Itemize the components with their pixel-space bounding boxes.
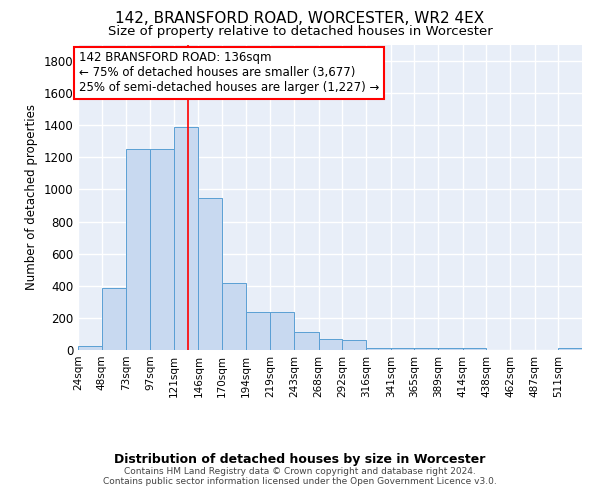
Text: 142 BRANSFORD ROAD: 136sqm
← 75% of detached houses are smaller (3,677)
25% of s: 142 BRANSFORD ROAD: 136sqm ← 75% of deta… xyxy=(79,52,379,94)
Bar xyxy=(101,288,127,350)
Bar xyxy=(415,348,438,350)
Bar xyxy=(294,332,319,350)
Y-axis label: Number of detached properties: Number of detached properties xyxy=(25,104,38,290)
Bar xyxy=(438,348,463,350)
Bar xyxy=(127,148,150,350)
Text: 142, BRANSFORD ROAD, WORCESTER, WR2 4EX: 142, BRANSFORD ROAD, WORCESTER, WR2 4EX xyxy=(115,11,485,26)
Bar xyxy=(150,148,173,350)
Bar xyxy=(343,340,366,350)
Bar xyxy=(391,348,415,350)
Bar xyxy=(78,346,101,350)
Bar xyxy=(245,312,271,350)
Text: Distribution of detached houses by size in Worcester: Distribution of detached houses by size … xyxy=(115,452,485,466)
Bar xyxy=(319,339,343,350)
Bar xyxy=(199,198,222,350)
Bar xyxy=(463,348,487,350)
Bar xyxy=(366,348,391,350)
Bar xyxy=(222,282,245,350)
Bar xyxy=(173,127,199,350)
Bar xyxy=(271,312,294,350)
Text: Contains HM Land Registry data © Crown copyright and database right 2024.
Contai: Contains HM Land Registry data © Crown c… xyxy=(103,466,497,486)
Text: Size of property relative to detached houses in Worcester: Size of property relative to detached ho… xyxy=(107,25,493,38)
Bar xyxy=(559,348,582,350)
